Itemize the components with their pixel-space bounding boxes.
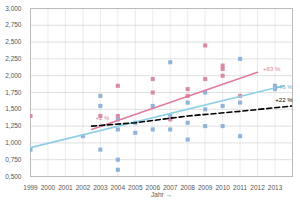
svg-text:2003: 2003 xyxy=(93,184,108,191)
svg-text:1,500: 1,500 xyxy=(5,105,22,112)
svg-text:+2 %: +2 % xyxy=(95,115,110,121)
svg-text:Jahr →: Jahr → xyxy=(151,191,172,198)
svg-text:2007: 2007 xyxy=(163,184,178,192)
svg-text:+22 %: +22 % xyxy=(275,97,293,103)
svg-text:2006: 2006 xyxy=(145,184,160,192)
svg-text:1,000: 1,000 xyxy=(5,139,22,146)
svg-text:2,250: 2,250 xyxy=(5,55,22,62)
svg-text:2001: 2001 xyxy=(58,184,73,191)
svg-text:2002: 2002 xyxy=(76,184,91,191)
svg-text:2010: 2010 xyxy=(215,184,230,191)
svg-text:3,000: 3,000 xyxy=(5,5,22,12)
svg-text:2,500: 2,500 xyxy=(5,38,22,45)
svg-text:0,750: 0,750 xyxy=(5,156,22,163)
svg-text:1,250: 1,250 xyxy=(5,122,22,129)
svg-text:1,750: 1,750 xyxy=(5,89,22,96)
svg-text:2009: 2009 xyxy=(198,184,213,191)
svg-text:2011: 2011 xyxy=(233,184,247,191)
svg-text:2012: 2012 xyxy=(250,184,265,191)
svg-text:+46 %: +46 % xyxy=(275,84,293,90)
svg-text:1999: 1999 xyxy=(23,184,38,191)
svg-text:+63 %: +63 % xyxy=(263,66,281,72)
svg-text:2000: 2000 xyxy=(41,184,56,191)
svg-text:2008: 2008 xyxy=(180,184,195,191)
svg-text:2,000: 2,000 xyxy=(5,72,22,79)
svg-text:2004: 2004 xyxy=(111,184,126,191)
svg-text:2013: 2013 xyxy=(268,184,283,191)
svg-text:0,500: 0,500 xyxy=(5,173,22,180)
svg-text:2,750: 2,750 xyxy=(5,21,22,28)
svg-text:2005: 2005 xyxy=(128,184,143,191)
